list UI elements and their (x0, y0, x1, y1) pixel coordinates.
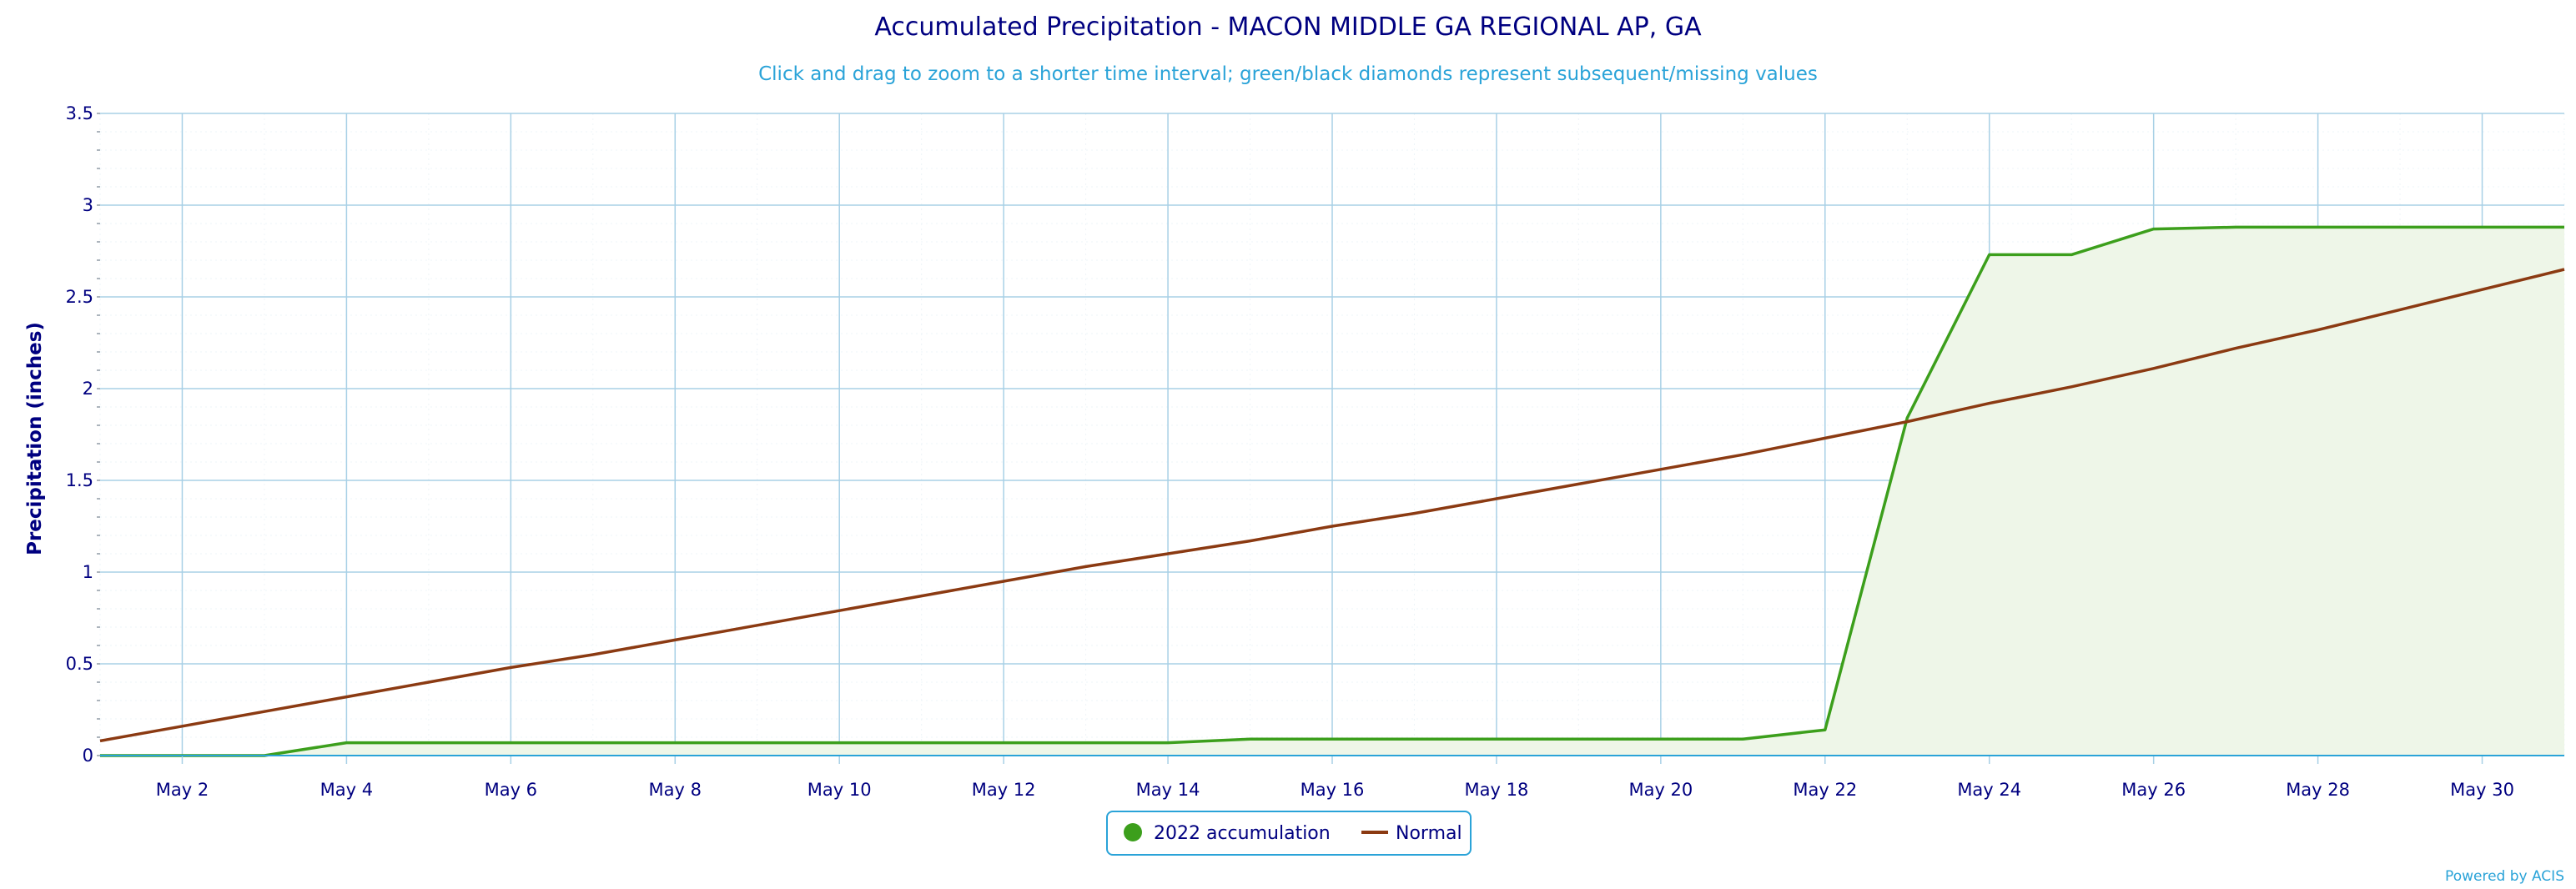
x-tick-label: May 28 (2286, 780, 2350, 800)
series-line-2022-accumulation[interactable] (100, 225, 2564, 757)
y-tick-label: 1 (83, 562, 93, 582)
legend-box (1106, 811, 1472, 856)
legend-label-normal: Normal (1396, 823, 1462, 844)
chart-title: Accumulated Precipitation - MACON MIDDLE… (874, 13, 1702, 42)
legend-marker-2022-accumulation (1124, 823, 1142, 841)
credits-link[interactable]: Powered by ACIS (2445, 868, 2564, 885)
y-tick-label: 3.5 (66, 103, 93, 123)
x-tick-label: May 16 (1301, 780, 1365, 800)
series-line-normal[interactable] (99, 268, 2565, 743)
y-tick-label: 2 (83, 379, 93, 399)
x-tick-label: May 8 (649, 780, 702, 800)
x-tick-label: May 10 (808, 780, 872, 800)
legend-label-2022-accumulation: 2022 accumulation (1154, 823, 1331, 844)
x-tick-label: May 12 (972, 780, 1036, 800)
x-tick-label: May 14 (1136, 780, 1200, 800)
x-tick-label: May 22 (1793, 780, 1857, 800)
y-tick-label: 2.5 (66, 287, 93, 307)
y-tick-label: 0.5 (66, 654, 93, 674)
chart-subtitle: Click and drag to zoom to a shorter time… (758, 63, 1818, 85)
x-tick-label: May 4 (320, 780, 373, 800)
x-tick-label: May 24 (1957, 780, 2021, 800)
x-tick-label: May 2 (156, 780, 209, 800)
x-tick-label: May 18 (1465, 780, 1529, 800)
legend-item-normal[interactable]: Normal (1361, 823, 1462, 844)
accumulation-area (100, 227, 2564, 756)
legend-item-2022-accumulation[interactable]: 2022 accumulation (1124, 823, 1331, 844)
area-layer (100, 227, 2564, 756)
x-tick-label: May 6 (485, 780, 537, 800)
axis-layer: 0 0.5 1 1.5 2 2.5 3 3.5 May 2 May 4 May 6 May 8 May … (66, 103, 2564, 800)
y-tick-label: 1.5 (66, 470, 93, 490)
x-tick-label: May 26 (2121, 780, 2186, 800)
x-tick-label: May 30 (2450, 780, 2514, 800)
x-tick-label: May 20 (1628, 780, 1693, 800)
y-axis-label: Precipitation (inches) (24, 322, 46, 555)
legend[interactable]: 2022 accumulation Normal (1106, 811, 1472, 856)
y-tick-label: 0 (83, 746, 93, 766)
y-tick-label: 3 (83, 195, 93, 215)
line-layer (99, 225, 2565, 757)
